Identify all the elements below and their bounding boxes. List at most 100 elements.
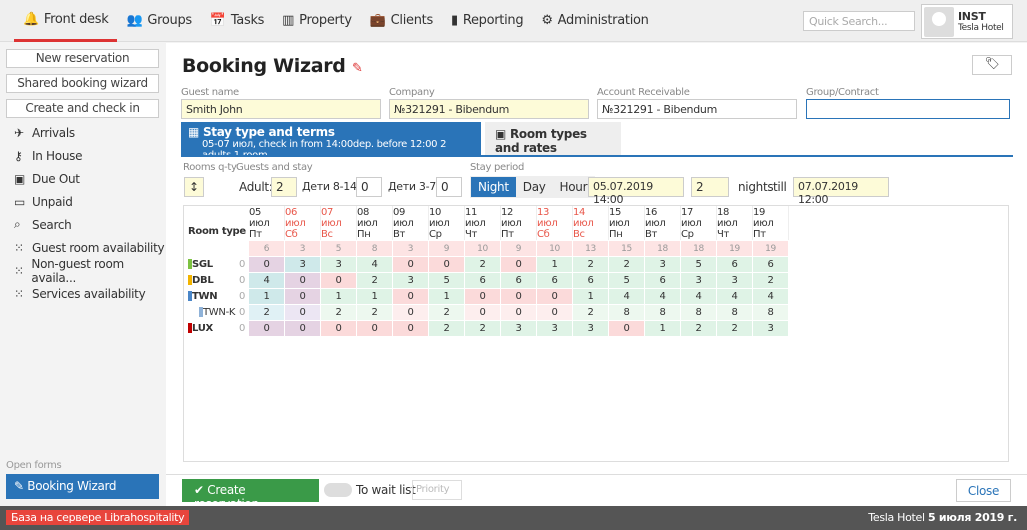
availability-cell[interactable]: 0 [320,272,357,289]
new-reservation-button[interactable]: New reservation [6,49,159,68]
period-night[interactable]: Night [471,177,516,197]
availability-cell[interactable]: 0 [428,256,465,273]
availability-cell[interactable]: 0 [536,304,573,321]
guest-name-input[interactable]: Smith John [181,99,381,119]
availability-cell[interactable]: 3 [284,256,321,273]
availability-cell[interactable]: 0 [284,320,321,337]
availability-cell[interactable]: 6 [752,256,789,273]
create-reservation-button[interactable]: ✔ Create reservation [182,479,319,511]
availability-cell[interactable]: 0 [248,256,285,273]
availability-cell[interactable]: 1 [536,256,573,273]
availability-cell[interactable]: 1 [572,288,609,305]
account-receivable-input[interactable]: №321291 - Bibendum [597,99,797,119]
priority-select[interactable]: Priority [412,480,462,500]
availability-cell[interactable]: 2 [752,272,789,289]
availability-cell[interactable]: 0 [464,288,501,305]
availability-cell[interactable]: 0 [500,256,537,273]
sidebar-item-1[interactable]: ⚷ In House [0,144,165,167]
availability-cell[interactable]: 8 [752,304,789,321]
shared-booking-wizard-button[interactable]: Shared booking wizard [6,74,159,93]
open-form-booking-wizard[interactable]: ✎ Booking Wizard [6,474,159,499]
availability-cell[interactable]: 4 [680,288,717,305]
availability-cell[interactable]: 4 [644,288,681,305]
availability-cell[interactable]: 0 [500,288,537,305]
availability-cell[interactable]: 2 [572,256,609,273]
availability-cell[interactable]: 2 [572,304,609,321]
availability-cell[interactable]: 1 [644,320,681,337]
availability-cell[interactable]: 2 [464,256,501,273]
quick-search-input[interactable]: Quick Search... [803,11,915,31]
availability-cell[interactable]: 0 [392,288,429,305]
availability-cell[interactable]: 6 [464,272,501,289]
availability-cell[interactable]: 3 [716,272,753,289]
sidebar-item-5[interactable]: ⁙ Guest room availability [0,236,165,259]
availability-cell[interactable]: 1 [320,288,357,305]
availability-cell[interactable]: 5 [608,272,645,289]
sidebar-item-6[interactable]: ⁙ Non-guest room availa... [0,257,165,285]
sidebar-item-4[interactable]: ⌕ Search [0,213,165,236]
nav-administration[interactable]: ⚙ Administration [532,0,657,42]
availability-cell[interactable]: 2 [356,272,393,289]
availability-cell[interactable]: 2 [356,304,393,321]
availability-cell[interactable]: 1 [428,288,465,305]
availability-cell[interactable]: 5 [680,256,717,273]
availability-cell[interactable]: 6 [644,272,681,289]
availability-cell[interactable]: 0 [392,320,429,337]
availability-cell[interactable]: 8 [644,304,681,321]
tag-button[interactable]: 🏷 [972,55,1012,75]
availability-cell[interactable]: 0 [284,288,321,305]
availability-cell[interactable]: 6 [500,272,537,289]
availability-cell[interactable]: 3 [320,256,357,273]
from-date-input[interactable]: 05.07.2019 14:00 [588,177,684,206]
availability-cell[interactable]: 2 [428,304,465,321]
availability-cell[interactable]: 0 [536,288,573,305]
availability-cell[interactable]: 1 [248,288,285,305]
availability-cell[interactable]: 6 [536,272,573,289]
nav-property[interactable]: ▥ Property [273,0,361,42]
availability-cell[interactable]: 0 [356,320,393,337]
adults-stepper[interactable]: 2 [271,177,297,197]
availability-cell[interactable]: 0 [464,304,501,321]
kids2-stepper[interactable]: 0 [436,177,462,197]
availability-cell[interactable]: 2 [680,320,717,337]
availability-cell[interactable]: 6 [572,272,609,289]
sidebar-item-7[interactable]: ⁙ Services availability [0,282,165,305]
availability-cell[interactable]: 5 [428,272,465,289]
rooms-stepper[interactable]: ↕ [184,177,204,197]
close-button[interactable]: Close [956,479,1011,502]
availability-cell[interactable]: 0 [248,320,285,337]
availability-cell[interactable]: 0 [392,256,429,273]
availability-cell[interactable]: 3 [536,320,573,337]
availability-cell[interactable]: 1 [356,288,393,305]
availability-cell[interactable]: 8 [608,304,645,321]
availability-cell[interactable]: 2 [428,320,465,337]
availability-cell[interactable]: 4 [356,256,393,273]
availability-cell[interactable]: 2 [464,320,501,337]
availability-cell[interactable]: 3 [392,272,429,289]
create-and-check-in-button[interactable]: Create and check in [6,99,159,118]
availability-cell[interactable]: 3 [680,272,717,289]
availability-cell[interactable]: 2 [608,256,645,273]
period-hour[interactable]: Hour [559,180,588,194]
availability-cell[interactable]: 4 [608,288,645,305]
nav-tasks[interactable]: 📅 Tasks [201,0,273,42]
availability-cell[interactable]: 3 [644,256,681,273]
tab-stay-type[interactable]: ▦ Stay type and terms 05-07 июл, check in… [181,122,481,161]
availability-cell[interactable]: 4 [248,272,285,289]
availability-cell[interactable]: 8 [680,304,717,321]
sidebar-item-0[interactable]: ✈ Arrivals [0,121,165,144]
tab-room-types[interactable]: ▣ Room types and rates [485,122,621,155]
group-contract-input[interactable] [806,99,1010,119]
nav-groups[interactable]: 👥 Groups [117,0,200,42]
user-menu[interactable]: INST Tesla Hotel [921,4,1013,39]
availability-cell[interactable]: 3 [752,320,789,337]
period-day[interactable]: Day [522,180,546,194]
availability-cell[interactable]: 2 [320,304,357,321]
till-date-input[interactable]: 07.07.2019 12:00 [793,177,889,206]
nav-front-desk[interactable]: 🔔 Front desk [14,0,118,42]
wait-list-toggle[interactable] [324,483,352,497]
availability-cell[interactable]: 6 [716,256,753,273]
nights-stepper[interactable]: 2 [691,177,729,197]
kids1-stepper[interactable]: 0 [356,177,382,197]
availability-cell[interactable]: 0 [284,272,321,289]
